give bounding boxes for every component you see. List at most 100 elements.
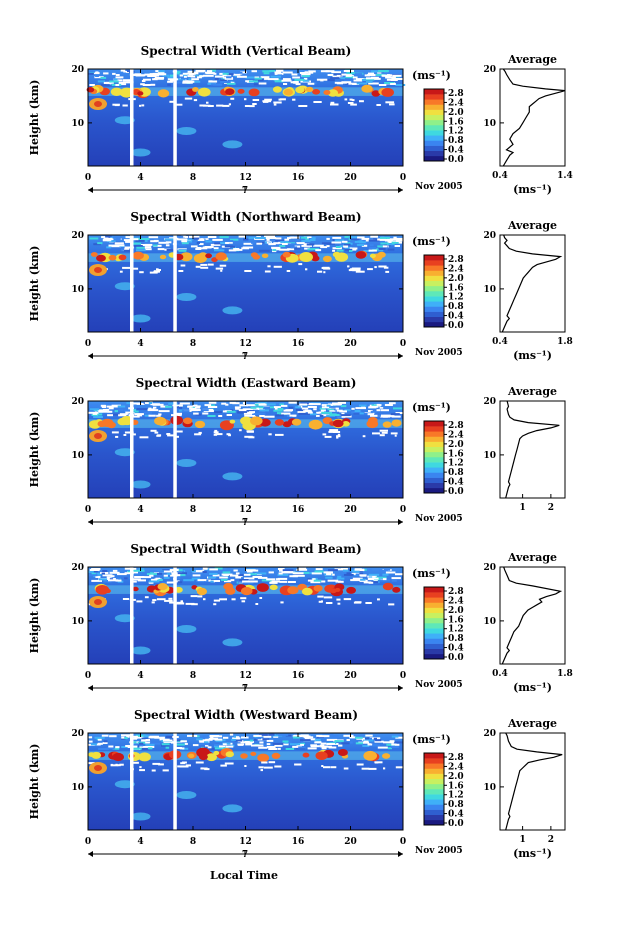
heatmap-panel-1: Spectral Width (Vertical Beam) 0 4 8 12 16 20 0… [28,44,464,196]
noise-cell [341,568,348,570]
noise-cell [355,742,363,745]
noise-cell [102,574,113,577]
hot-spot [299,252,313,262]
noise-cell [165,735,177,738]
noise-cell [345,242,351,245]
noise-cell [152,72,160,75]
noise-cell [133,569,145,572]
noise-cell [161,743,170,746]
noise-cell [394,78,405,80]
blob [176,459,197,467]
gap-cell [330,103,339,106]
noise-cell [369,244,374,247]
gap-cell [164,599,173,602]
noise-cell [297,411,306,414]
noise-cell [279,580,288,583]
noise-cell [179,74,184,77]
hot-spot [112,752,124,762]
noise-cell [380,579,391,582]
day-axis-arrow [88,353,93,359]
noise-cell [103,72,109,75]
colorbar-tick-label: 2.0 [448,606,464,616]
noise-cell [114,410,118,413]
noise-cell [145,743,155,746]
noise-cell [144,248,152,251]
gap-cell [175,430,183,433]
noise-cell [354,240,363,243]
gap-cell [292,98,296,101]
colorbar-cell [424,457,444,463]
gap-cell [190,595,198,598]
noise-cell [150,240,158,243]
noise-cell [266,578,276,581]
gap-cell [124,431,134,434]
noise-cell [368,573,380,576]
noise-cell [178,249,187,252]
hot-spot [194,420,206,429]
noise-cell [214,747,226,750]
noise-cell [195,735,200,738]
edge-feature [94,101,102,108]
noise-cell [336,249,344,252]
noise-cell [277,408,284,410]
noise-cell [370,410,377,413]
hot-spot [240,587,253,596]
colorbar-cell [424,592,444,598]
noise-cell [175,747,182,749]
blob [222,804,243,813]
noise-cell [380,242,389,245]
noise-cell [339,245,345,248]
gap-cell [355,270,365,273]
noise-cell [303,243,310,246]
hot-spot [322,255,332,263]
average-panel-2: Average 20 10 0.4 1.8 (ms⁻¹) [483,219,572,362]
colorbar-unit: (ms⁻¹) [412,567,451,580]
x-tick-label: 4 [137,671,143,681]
noise-cell [211,580,220,582]
colorbar-tick-label: 2.0 [448,440,464,450]
noise-cell [195,413,202,416]
gap-cell [117,764,121,767]
noise-cell [134,576,145,578]
noise-cell [191,577,201,580]
noise-cell [236,736,240,739]
noise-cell [109,735,117,738]
colorbar-cell [424,487,444,494]
noise-cell [157,248,165,251]
noise-cell [328,733,334,736]
noise-cell [262,738,270,741]
noise-cell [290,246,298,249]
noise-cell [205,579,209,582]
x-tick-label: 8 [190,173,196,183]
noise-cell [173,742,185,745]
noise-cell [189,235,200,238]
gap-cell [317,270,323,273]
noise-cell [177,572,187,575]
colorbar-cell [424,99,444,105]
average-frame [499,400,566,499]
average-frame [499,68,566,167]
noise-cell [359,404,367,407]
gap-cell [199,104,206,107]
noise-cell [156,414,161,417]
noise-cell [275,414,284,417]
colorbar-cell [424,809,444,816]
colorbar-cell [424,135,444,141]
noise-cell [385,571,396,574]
noise-cell [326,573,332,576]
gap-cell [220,269,223,272]
noise-cell [368,568,372,571]
data-gap-column [173,567,177,664]
noise-cell [232,402,240,405]
noise-cell [289,414,297,417]
noise-cell [123,249,132,252]
noise-cell [105,237,114,240]
noise-cell [387,241,392,243]
hot-spot [240,753,248,759]
noise-cell [226,73,234,76]
noise-cell [206,72,215,75]
gap-cell [294,763,302,766]
x-tick-label: 16 [292,837,305,847]
noise-cell [206,579,211,582]
gap-cell [247,430,254,433]
